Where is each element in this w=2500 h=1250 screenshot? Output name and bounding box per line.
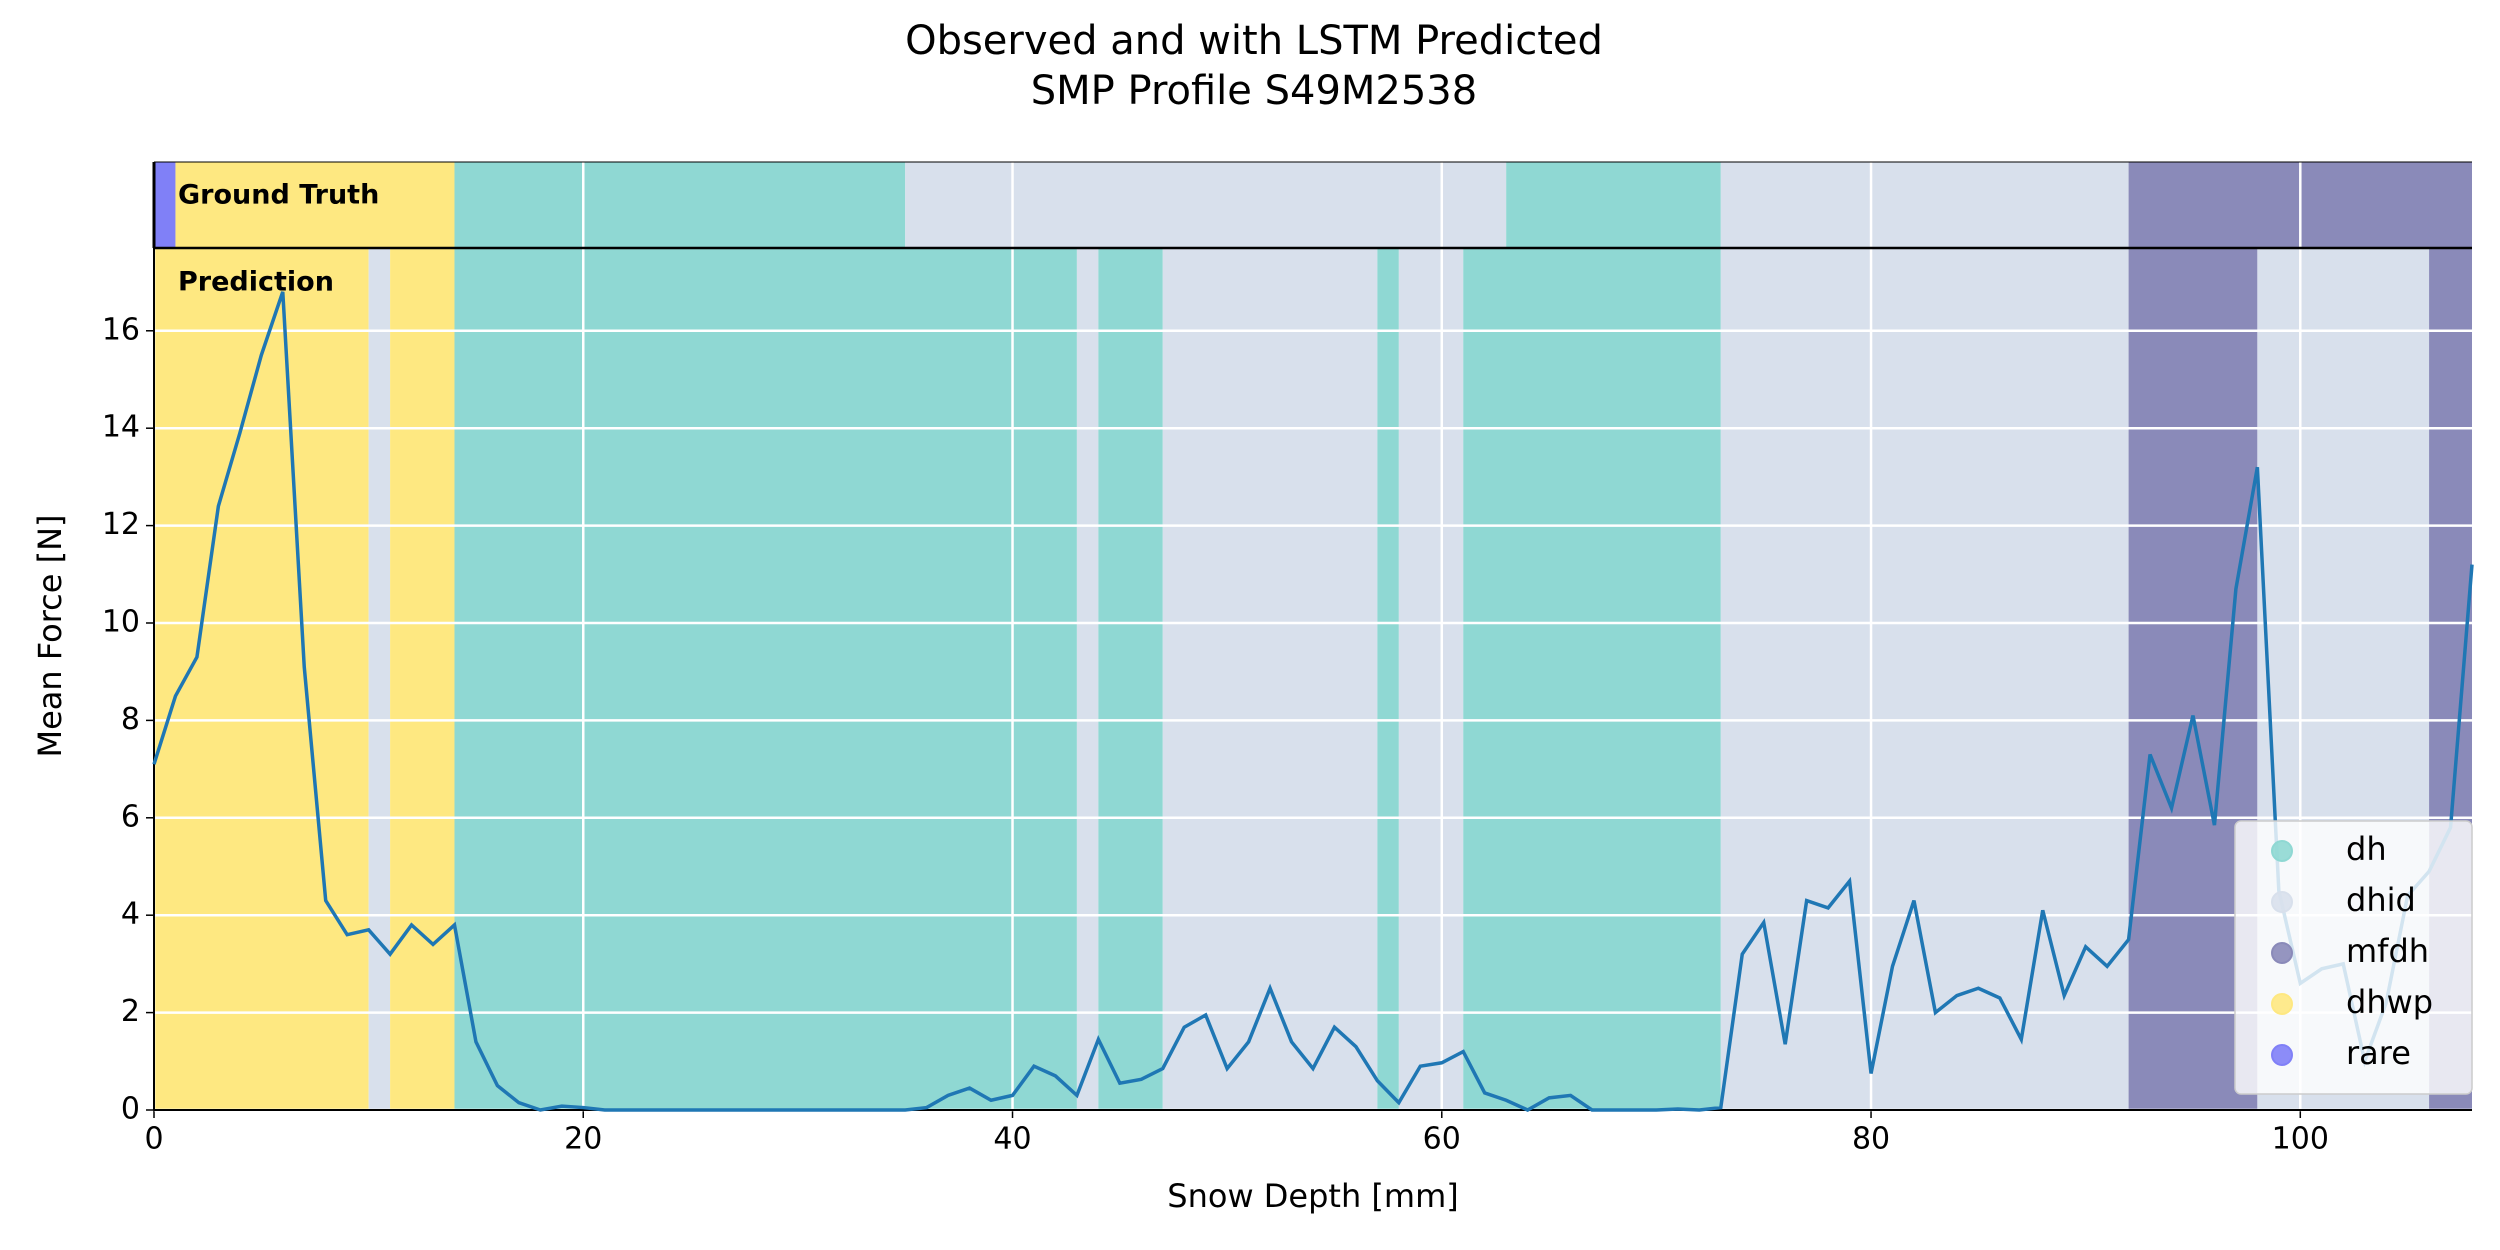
legend-marker [2271,993,2293,1015]
y-tick-label: 8 [121,702,140,737]
x-axis-label: Snow Depth [mm] [1167,1177,1458,1215]
y-axis-label: Mean Force [N] [31,514,69,757]
class-span [1720,162,2129,248]
class-span [390,248,455,1110]
class-span [1398,248,1464,1110]
class-span [1720,248,2129,1110]
y-tick-label: 6 [121,799,140,834]
legend-marker [2271,942,2293,964]
class-span [1506,162,1721,248]
legend-marker [2271,891,2293,913]
y-tick-label: 16 [102,312,140,347]
y-tick-label: 10 [102,604,140,639]
class-span [368,248,391,1110]
x-tick-label: 60 [1423,1122,1461,1157]
legend-label: dh [2346,830,2387,868]
legend-label: dhid [2346,881,2416,919]
x-tick-label: 100 [2272,1122,2329,1157]
y-tick-label: 0 [121,1092,140,1127]
class-span [454,248,1077,1110]
class-span [1377,248,1399,1110]
chart-title: Observed and with LSTM Predicted [905,18,1603,64]
x-tick-label: 0 [144,1122,163,1157]
class-span [454,162,906,248]
legend-box [2234,820,2473,1095]
band-label: Ground Truth [178,180,379,211]
x-tick-label: 40 [993,1122,1031,1157]
class-span [1098,248,1163,1110]
class-span [154,248,369,1110]
y-tick-label: 2 [121,994,140,1029]
y-tick-label: 14 [102,410,140,445]
data-line [152,291,2474,1112]
class-span [1162,248,1378,1110]
class-span [154,162,176,248]
class-span [175,162,455,248]
legend-label: dhwp [2346,983,2433,1021]
band-label: Prediction [178,267,334,298]
class-span [1076,248,1099,1110]
class-span [905,162,1507,248]
legend-marker [2271,1044,2293,1066]
y-tick-label: 12 [102,507,140,542]
legend-label: rare [2346,1034,2411,1072]
x-tick-label: 20 [564,1122,602,1157]
x-tick-label: 80 [1852,1122,1890,1157]
y-tick-label: 4 [121,897,140,932]
class-span [1463,248,1721,1110]
chart-subtitle: SMP Profile S49M2538 [1031,68,1477,114]
legend-marker [2271,840,2293,862]
legend-label: mfdh [2346,932,2429,970]
